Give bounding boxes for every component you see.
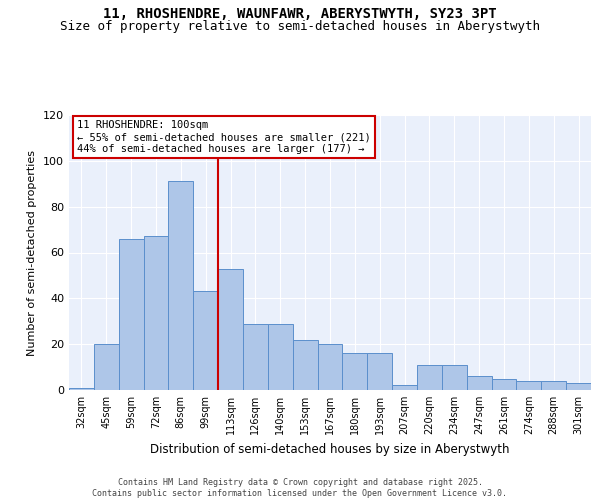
Text: 11, RHOSHENDRE, WAUNFAWR, ABERYSTWYTH, SY23 3PT: 11, RHOSHENDRE, WAUNFAWR, ABERYSTWYTH, S… [103, 8, 497, 22]
Bar [169, 182, 193, 390]
Bar [491, 378, 517, 390]
Text: Size of property relative to semi-detached houses in Aberystwyth: Size of property relative to semi-detach… [60, 20, 540, 33]
Bar [243, 324, 268, 390]
Bar [566, 383, 591, 390]
Bar [143, 236, 169, 390]
Text: Contains HM Land Registry data © Crown copyright and database right 2025.
Contai: Contains HM Land Registry data © Crown c… [92, 478, 508, 498]
Bar [517, 381, 541, 390]
Bar [467, 376, 491, 390]
Bar [94, 344, 119, 390]
Bar [541, 381, 566, 390]
Bar [193, 292, 218, 390]
Bar [417, 365, 442, 390]
Bar [392, 386, 417, 390]
Bar [442, 365, 467, 390]
X-axis label: Distribution of semi-detached houses by size in Aberystwyth: Distribution of semi-detached houses by … [150, 442, 510, 456]
Y-axis label: Number of semi-detached properties: Number of semi-detached properties [28, 150, 37, 356]
Bar [119, 239, 143, 390]
Bar [268, 324, 293, 390]
Bar [317, 344, 343, 390]
Bar [69, 388, 94, 390]
Bar [218, 268, 243, 390]
Bar [293, 340, 317, 390]
Bar [367, 354, 392, 390]
Text: 11 RHOSHENDRE: 100sqm
← 55% of semi-detached houses are smaller (221)
44% of sem: 11 RHOSHENDRE: 100sqm ← 55% of semi-deta… [77, 120, 371, 154]
Bar [343, 354, 367, 390]
